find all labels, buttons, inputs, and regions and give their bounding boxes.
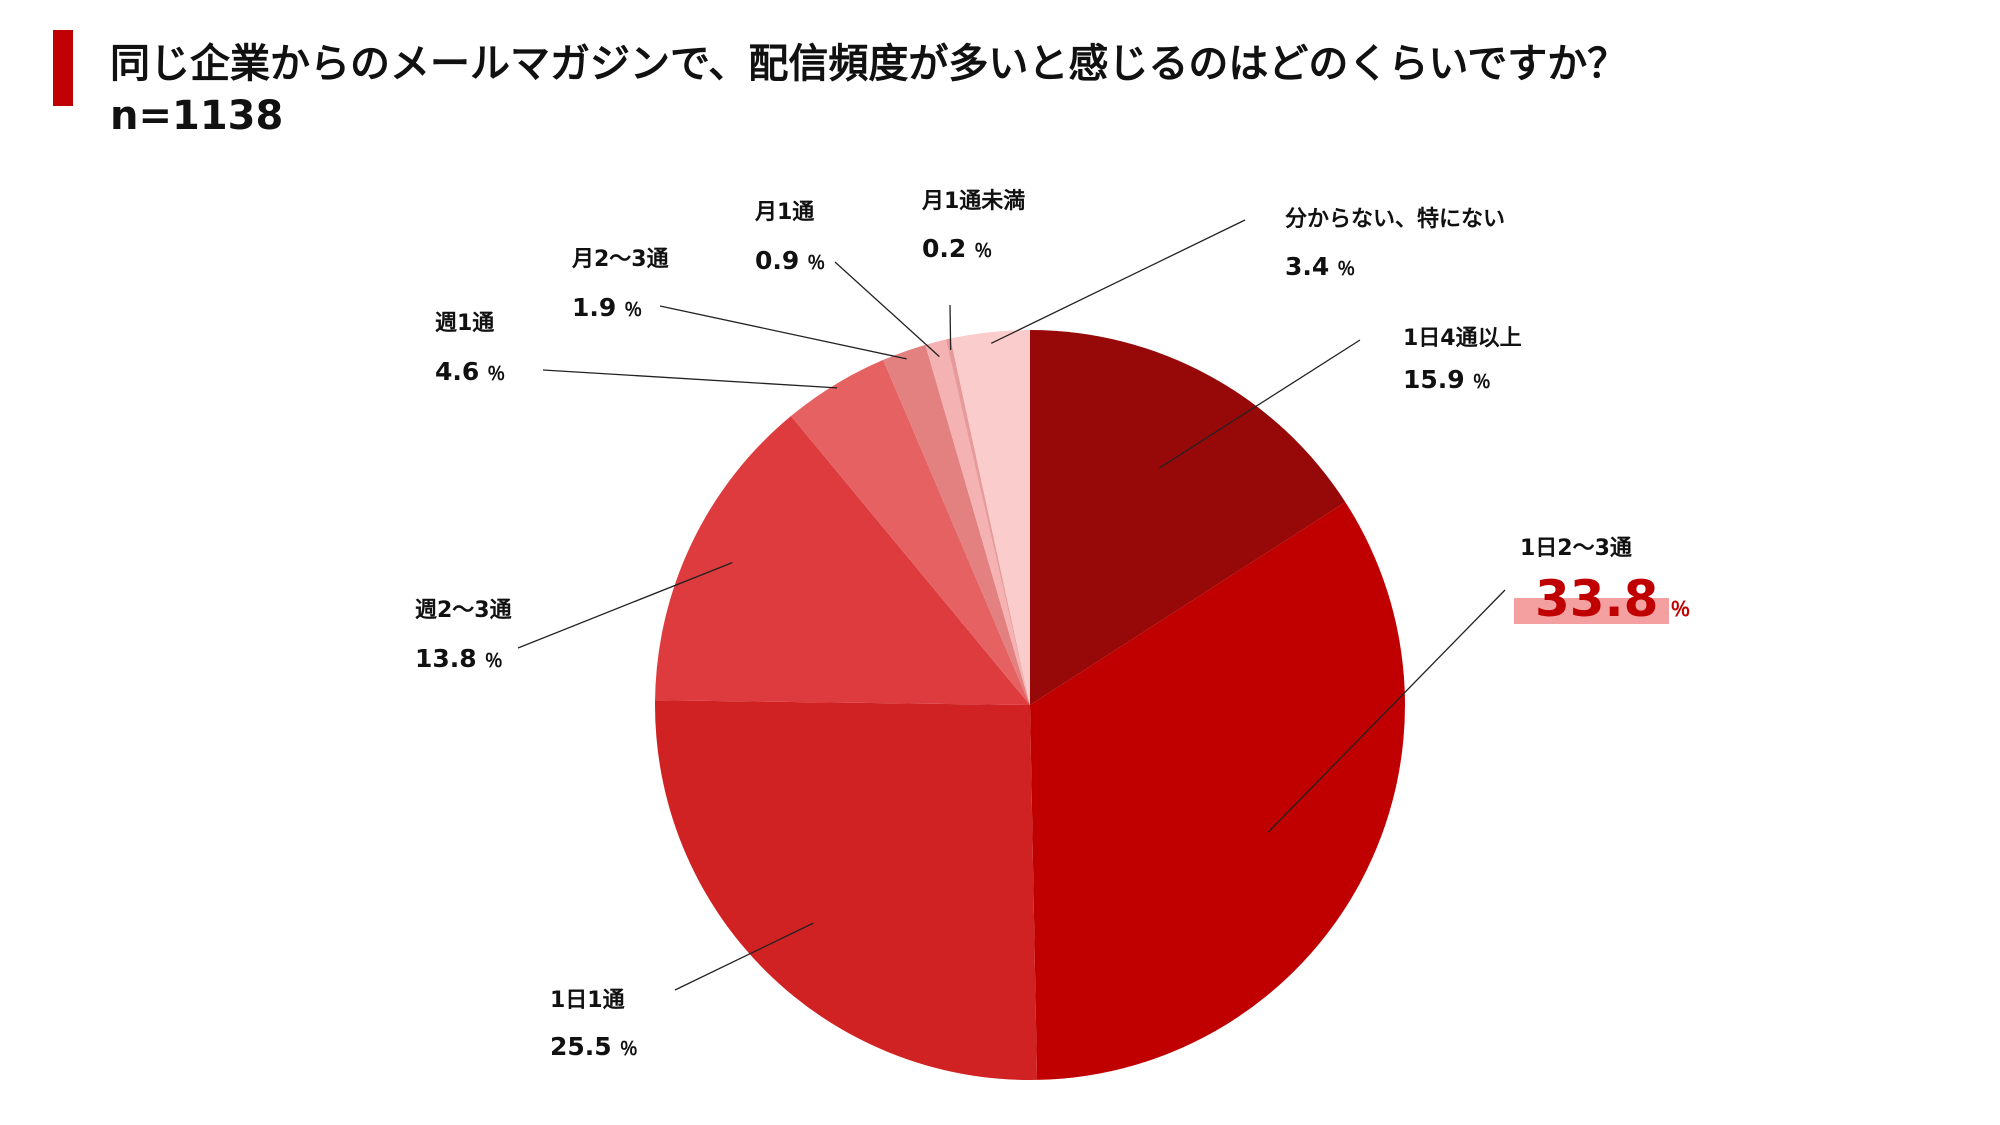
- slice-label: 1日1通: [550, 988, 625, 1013]
- pie-slice-8: [945, 338, 1030, 705]
- leader-line-2: [1267, 589, 1506, 833]
- slice-label: 月2～3通: [571, 247, 669, 272]
- leader-line-1: [1158, 339, 1361, 469]
- slice-label: 1日4通以上: [1403, 326, 1522, 351]
- leader-lines: [517, 219, 1506, 991]
- pie-slice-6: [883, 344, 1030, 705]
- slice-label: 1日2～3通: [1520, 536, 1632, 561]
- leader-line-6: [659, 305, 907, 360]
- slice-value: 25.5 ％: [550, 1032, 638, 1061]
- pie-slices: [655, 330, 1405, 1080]
- leader-line-8: [949, 304, 952, 351]
- leader-line-3: [674, 922, 814, 991]
- leader-line-9: [990, 219, 1246, 344]
- slice-value: 0.9 ％: [755, 246, 825, 275]
- slice-value: 13.8 ％: [415, 644, 503, 673]
- pie-slice-7: [925, 339, 1030, 705]
- leader-line-4: [517, 562, 733, 649]
- slice-value: 1.9 ％: [572, 293, 642, 322]
- slice-value: 3.4 ％: [1285, 252, 1355, 281]
- slice-label: 月1通未満: [921, 188, 1025, 214]
- slice-label: 分からない、特にない: [1285, 206, 1505, 232]
- pie-slice-3: [655, 700, 1038, 1080]
- pie-slice-5: [790, 359, 1030, 705]
- leader-line-7: [834, 261, 940, 358]
- title-accent-bar: [53, 30, 73, 106]
- slice-value: 33.8 ％: [1535, 570, 1690, 628]
- slice-label: 週2～3通: [415, 598, 512, 623]
- chart-title: 同じ企業からのメールマガジンで、配信頻度が多いと感じるのはどのくらいですか？: [110, 41, 1628, 87]
- slice-value: 15.9 ％: [1403, 365, 1491, 394]
- slice-labels: 1日4通以上 15.9 ％ 1日2～3通 33.8 ％ 1日1通 25.5 ％ 週2～3通 13.8…: [415, 188, 1690, 1061]
- slice-label: 週1通: [435, 311, 494, 336]
- leader-line-5: [542, 369, 838, 389]
- highlight-marker: [1514, 598, 1669, 624]
- slice-value: 4.6 ％: [435, 357, 505, 386]
- sample-size: n=1138: [110, 93, 284, 139]
- pie-slice-4: [655, 416, 1030, 705]
- slice-value: 0.2 ％: [922, 234, 992, 263]
- pie-slice-1: [1030, 330, 1346, 705]
- pie-slice-9: [950, 330, 1030, 705]
- slice-label: 月1通: [754, 200, 814, 225]
- pie-slice-2: [1030, 502, 1405, 1080]
